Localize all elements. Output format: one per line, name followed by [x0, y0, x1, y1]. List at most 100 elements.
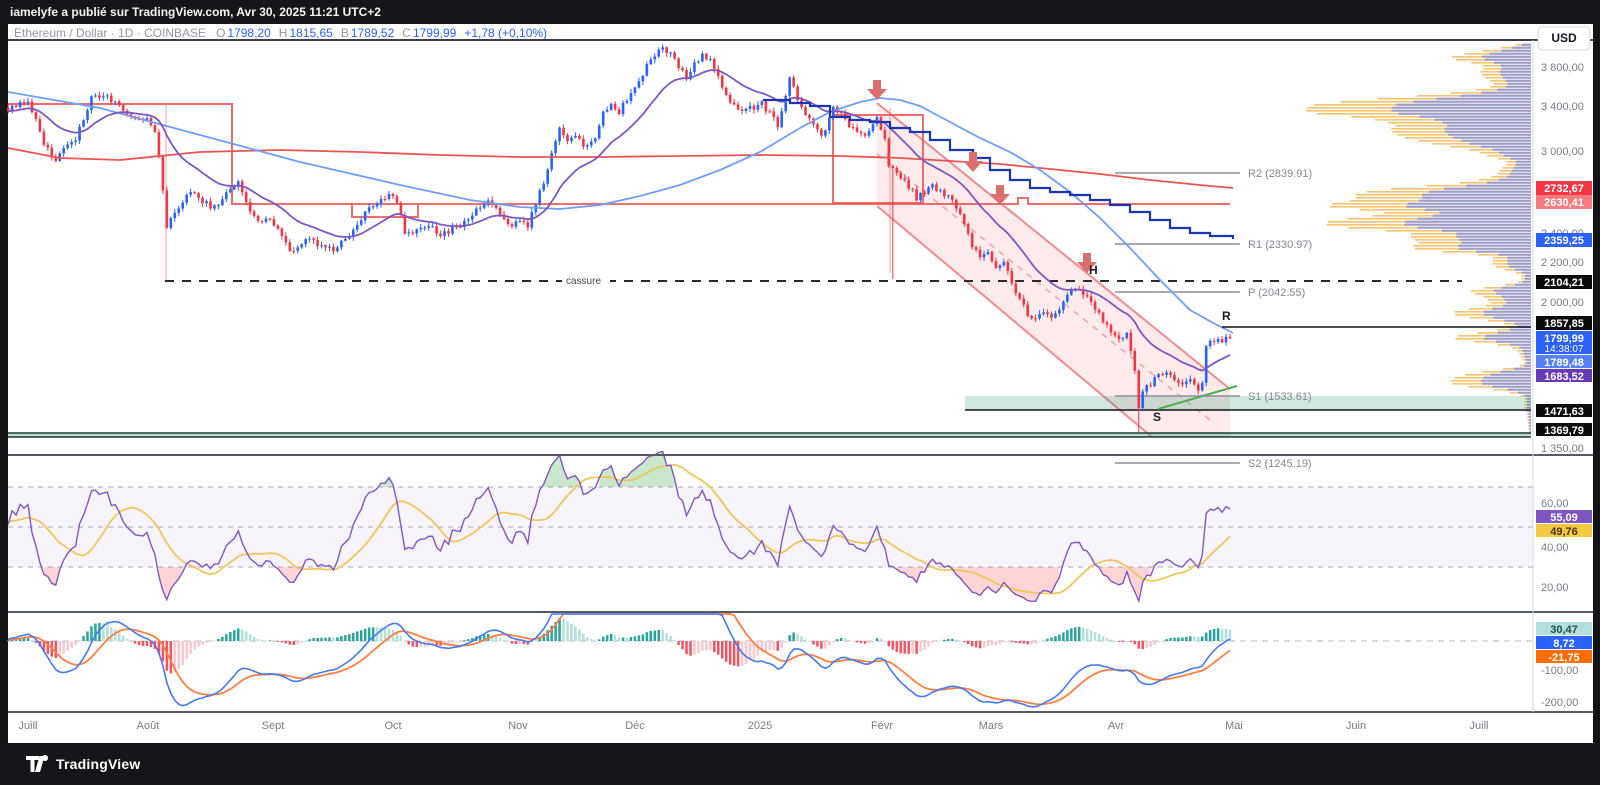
svg-text:-200,00: -200,00 — [1541, 697, 1578, 709]
svg-text:2104,21: 2104,21 — [1544, 277, 1584, 289]
chart-card — [0, 24, 1600, 743]
svg-text:USD: USD — [1551, 31, 1577, 45]
svg-text:1 350,00: 1 350,00 — [1541, 443, 1584, 455]
green-trendline[interactable] — [1157, 384, 1238, 411]
axis-price-label: 2359,25 — [1536, 233, 1592, 247]
axis-price-label: 49,76 — [1536, 524, 1592, 538]
svg-text:Sept: Sept — [262, 720, 285, 732]
pane-separators — [8, 39, 1593, 713]
publish-info-bar: iamelyfe a publié sur TradingView.com, A… — [0, 0, 1600, 24]
svg-text:1369,79: 1369,79 — [1544, 425, 1584, 437]
axis-price-label: 55,09 — [1536, 510, 1592, 524]
svg-text:-100,00: -100,00 — [1541, 665, 1578, 677]
svg-text:2 200,00: 2 200,00 — [1541, 257, 1584, 269]
svg-text:1857,85: 1857,85 — [1544, 318, 1584, 330]
pivot-levels: R2 (2839.91) R1 (2330.97) P (2042.55) S1 (1… — [165, 168, 1462, 470]
legend-part: B — [341, 26, 349, 40]
svg-text:30,47: 30,47 — [1550, 624, 1578, 636]
legend-part: +1,78 (+0,10%) — [464, 26, 547, 40]
axis-price-label: 2630,41 — [1536, 195, 1592, 209]
axis-price-label: 1369,79 — [1536, 423, 1592, 437]
svg-text:Déc: Déc — [625, 720, 645, 732]
axis-price-label: 8,72 — [1536, 636, 1592, 650]
svg-text:1683,52: 1683,52 — [1544, 371, 1584, 383]
axis-price-label: 1683,52 — [1536, 369, 1592, 383]
sma-slow-line — [7, 147, 1234, 189]
svg-text:49,76: 49,76 — [1550, 526, 1578, 538]
usd-button[interactable]: USD — [1537, 26, 1591, 51]
svg-text:20,00: 20,00 — [1541, 582, 1569, 594]
svg-text:55,09: 55,09 — [1550, 512, 1578, 524]
price-axis[interactable]: 3 800,003 400,003 000,002 400,002 200,00… — [1541, 62, 1584, 709]
svg-text:Févr: Févr — [871, 720, 893, 732]
svg-text:cassure: cassure — [566, 276, 601, 287]
svg-text:P (2042.55): P (2042.55) — [1248, 287, 1305, 299]
legend-part: 1815,65 — [289, 26, 333, 40]
svg-text:3 800,00: 3 800,00 — [1541, 62, 1584, 74]
svg-text:Juin: Juin — [1346, 720, 1366, 732]
annotation-letters: H R S — [1089, 263, 1231, 424]
support-zone-band — [8, 396, 1531, 438]
axis-price-label: 1857,85 — [1536, 316, 1592, 330]
axis-price-label: 2732,67 — [1536, 181, 1592, 195]
svg-text:2630,41: 2630,41 — [1544, 197, 1584, 209]
footer-bar: TradingView — [0, 743, 1600, 785]
tradingview-wordmark[interactable]: TradingView — [56, 756, 141, 772]
axis-price-label: -21,75 — [1536, 650, 1592, 664]
trailing-stop-line — [763, 98, 1235, 239]
legend-part: C — [402, 26, 411, 40]
rsi-band — [8, 486, 1533, 568]
legend-part: O — [216, 26, 225, 40]
svg-text:Août: Août — [137, 720, 160, 732]
svg-text:Juill: Juill — [19, 720, 38, 732]
legend-part: H — [279, 26, 288, 40]
svg-text:S: S — [1153, 410, 1161, 424]
svg-text:R: R — [1222, 309, 1231, 323]
legend-part: Ethereum / Dollar · 1D · COINBASE — [14, 26, 206, 40]
svg-text:14:38:07: 14:38:07 — [1545, 344, 1584, 355]
svg-text:Oct: Oct — [384, 720, 401, 732]
svg-text:H: H — [1089, 263, 1098, 277]
svg-text:3 000,00: 3 000,00 — [1541, 146, 1584, 158]
svg-text:2 000,00: 2 000,00 — [1541, 297, 1584, 309]
axis-price-label: 1789,48 — [1536, 355, 1592, 369]
legend-part: 1798,20 — [227, 26, 271, 40]
svg-text:Avr: Avr — [1108, 720, 1125, 732]
svg-text:R1 (2330.97): R1 (2330.97) — [1248, 239, 1312, 251]
svg-text:-21,75: -21,75 — [1548, 652, 1579, 664]
svg-text:1471,63: 1471,63 — [1544, 406, 1584, 418]
chart-area[interactable]: R2 (2839.91) R1 (2330.97) P (2042.55) S1 (1… — [0, 24, 1600, 743]
svg-text:Nov: Nov — [508, 720, 528, 732]
svg-text:R2 (2839.91): R2 (2839.91) — [1248, 168, 1312, 180]
svg-text:8,72: 8,72 — [1553, 638, 1574, 650]
svg-text:Mai: Mai — [1225, 720, 1243, 732]
svg-text:Juill: Juill — [1470, 720, 1489, 732]
svg-text:S1 (1533.61): S1 (1533.61) — [1248, 391, 1312, 403]
axis-price-label: 2104,21 — [1536, 275, 1592, 289]
rsi-plot — [7, 450, 1231, 604]
svg-text:Ethereum / Dollar · 1D · COINB: Ethereum / Dollar · 1D · COINBASE O 1798,2… — [14, 26, 547, 40]
svg-text:2359,25: 2359,25 — [1544, 235, 1584, 247]
svg-text:1799,99: 1799,99 — [1544, 333, 1584, 345]
svg-text:1789,48: 1789,48 — [1544, 357, 1584, 369]
ema-fast-line — [8, 69, 1231, 372]
axis-price-label: 30,47 — [1536, 622, 1592, 636]
publish-info-text: iamelyfe a publié sur TradingView.com, A… — [10, 5, 381, 19]
svg-text:3 400,00: 3 400,00 — [1541, 101, 1584, 113]
volume-profile — [1306, 43, 1531, 433]
svg-text:2732,67: 2732,67 — [1544, 183, 1584, 195]
macd-plot — [6, 613, 1232, 708]
signal-arrows-down — [867, 80, 1097, 273]
svg-text:S2 (1245.19): S2 (1245.19) — [1248, 458, 1312, 470]
time-axis[interactable]: Juill Août Sept Oct Nov Déc 2025 Févr Mars Avr Mai… — [19, 720, 1489, 732]
svg-text:Mars: Mars — [979, 720, 1004, 732]
svg-text:2025: 2025 — [748, 720, 772, 732]
axis-price-label: 1471,63 — [1536, 404, 1592, 418]
sma-mid-line — [7, 91, 1234, 334]
tradingview-logo-icon[interactable] — [26, 754, 48, 774]
svg-text:60,00: 60,00 — [1541, 498, 1569, 510]
svg-text:40,00: 40,00 — [1541, 542, 1569, 554]
symbol-legend: Ethereum / Dollar · 1D · COINBASE O 1798,2… — [14, 26, 547, 40]
